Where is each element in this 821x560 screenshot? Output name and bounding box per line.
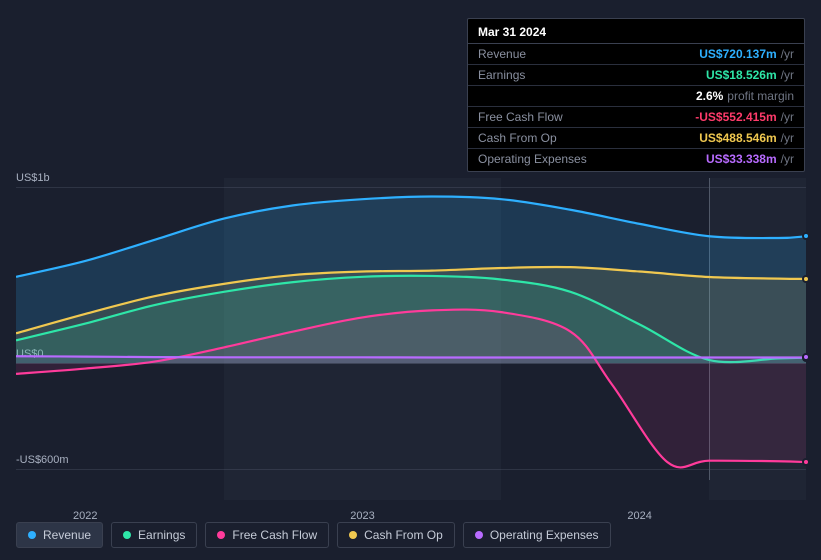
tooltip-row-unit: /yr (781, 152, 794, 166)
tooltip-row: Free Cash Flow-US$552.415m/yr (468, 107, 804, 128)
series-endcap (802, 353, 810, 361)
tooltip-row-label: Cash From Op (478, 131, 699, 145)
series-line (16, 356, 806, 357)
tooltip-row-value: US$720.137m (699, 47, 776, 61)
tooltip-row: Cash From OpUS$488.546m/yr (468, 128, 804, 149)
legend-item[interactable]: Cash From Op (337, 522, 455, 548)
tooltip-row-label: Earnings (478, 68, 706, 82)
tooltip-row-unit: /yr (781, 131, 794, 145)
legend-dot-icon (28, 531, 36, 539)
tooltip-row-value: US$18.526m (706, 68, 777, 82)
legend-dot-icon (123, 531, 131, 539)
chart-legend: Revenue Earnings Free Cash Flow Cash From O… (16, 522, 611, 548)
legend-item[interactable]: Operating Expenses (463, 522, 611, 548)
x-axis-tick: 2022 (73, 510, 97, 522)
tooltip-row-value: US$33.338m (706, 152, 777, 166)
chart-plot (16, 178, 806, 478)
legend-item-label: Cash From Op (364, 528, 443, 542)
legend-dot-icon (217, 531, 225, 539)
tooltip-row-value: 2.6% (696, 89, 723, 103)
tooltip-row-unit: /yr (781, 47, 794, 61)
legend-item-label: Earnings (138, 528, 185, 542)
legend-item[interactable]: Free Cash Flow (205, 522, 329, 548)
chart-area[interactable]: US$1bUS$0-US$600m 202220232024 (16, 160, 806, 500)
tooltip-row: RevenueUS$720.137m/yr (468, 44, 804, 65)
series-endcap (802, 275, 810, 283)
legend-item-label: Free Cash Flow (232, 528, 317, 542)
tooltip-row: EarningsUS$18.526m/yr (468, 65, 804, 86)
tooltip-row-unit: /yr (781, 68, 794, 82)
tooltip-row-value: US$488.546m (699, 131, 776, 145)
x-axis-tick: 2024 (627, 510, 651, 522)
tooltip-title: Mar 31 2024 (468, 19, 804, 44)
tooltip-row-unit: /yr (781, 110, 794, 124)
tooltip-row-label (478, 89, 696, 103)
series-endcap (802, 458, 810, 466)
tooltip-row-label: Free Cash Flow (478, 110, 695, 124)
legend-item-label: Revenue (43, 528, 91, 542)
legend-item-label: Operating Expenses (490, 528, 599, 542)
chart-tooltip: Mar 31 2024 RevenueUS$720.137m/yrEarning… (467, 18, 805, 172)
legend-item[interactable]: Revenue (16, 522, 103, 548)
legend-dot-icon (349, 531, 357, 539)
tooltip-row: Operating ExpensesUS$33.338m/yr (468, 149, 804, 169)
tooltip-row-label: Operating Expenses (478, 152, 706, 166)
tooltip-row-label: Revenue (478, 47, 699, 61)
x-axis-tick: 2023 (350, 510, 374, 522)
financials-chart-root: Mar 31 2024 RevenueUS$720.137m/yrEarning… (0, 0, 821, 560)
legend-dot-icon (475, 531, 483, 539)
legend-item[interactable]: Earnings (111, 522, 197, 548)
tooltip-row-unit: profit margin (727, 89, 794, 103)
tooltip-row-value: -US$552.415m (695, 110, 776, 124)
tooltip-row: 2.6% profit margin (468, 86, 804, 107)
series-endcap (802, 232, 810, 240)
